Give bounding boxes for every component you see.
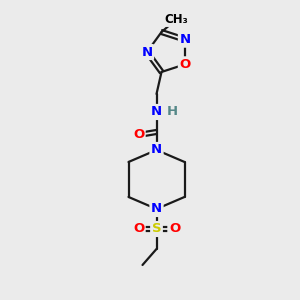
Text: N: N [179,33,191,46]
Text: O: O [169,223,180,236]
Text: H: H [167,106,178,118]
Text: N: N [151,202,162,215]
Text: O: O [179,58,191,71]
Text: N: N [151,143,162,157]
Text: N: N [151,106,162,118]
Text: O: O [133,223,144,236]
Text: S: S [152,223,161,236]
Text: N: N [141,46,153,59]
Text: CH₃: CH₃ [165,13,188,26]
Text: O: O [133,128,144,142]
